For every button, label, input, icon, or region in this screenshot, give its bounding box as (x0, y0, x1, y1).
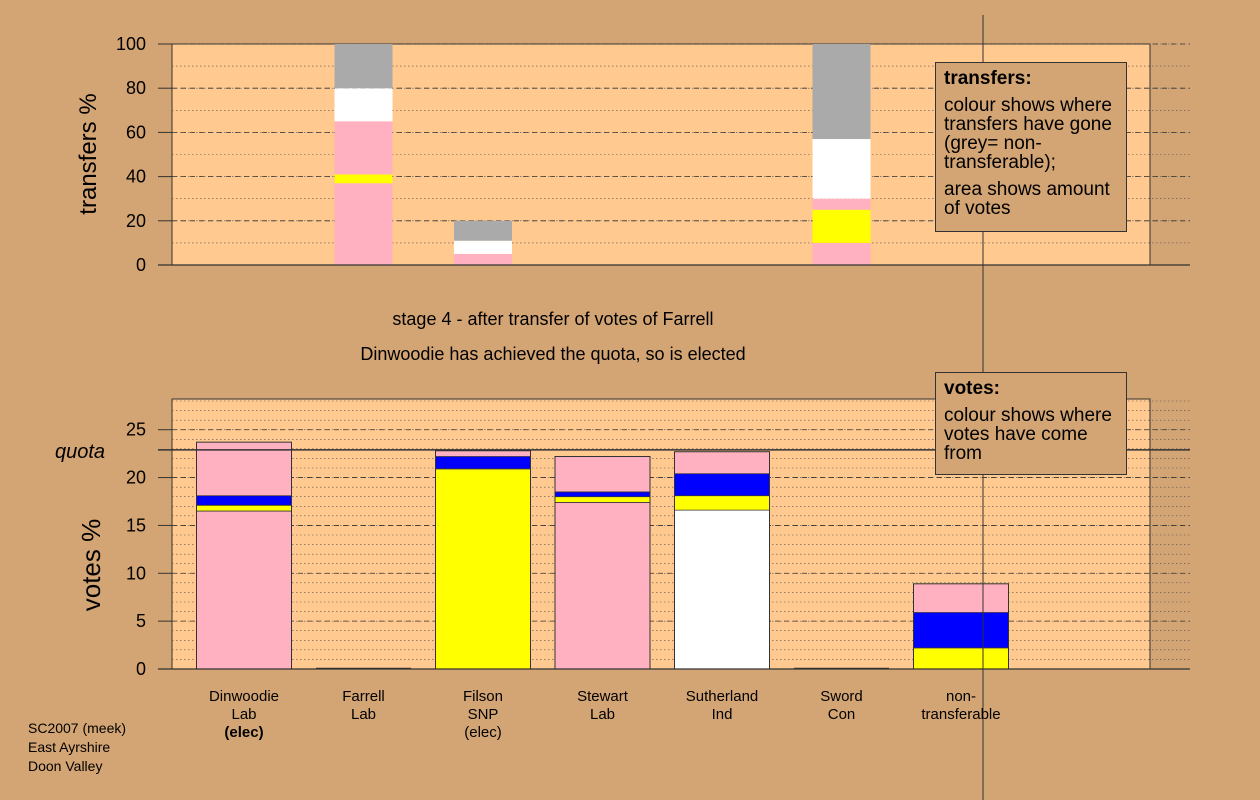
bar-segment-lab (812, 242, 871, 265)
candidate-party: Lab (350, 706, 377, 723)
transfers-legend-area: area shows amount of votes (944, 179, 1110, 219)
bar-segment-lab (196, 511, 292, 669)
candidate-label: non-transferable (886, 688, 1036, 724)
y-tick-label: 10 (126, 563, 146, 583)
bar-segment-ind (812, 139, 871, 199)
transfers-legend-colour: colour shows where transfers have gone (… (944, 95, 1112, 173)
votes-y-axis-label: votes % (76, 519, 106, 612)
candidate-label: Sutherland Ind (647, 688, 797, 724)
y-tick-label: 0 (136, 255, 146, 275)
transfers-y-axis-label: transfers % (75, 93, 102, 214)
quota-label: quota (55, 441, 105, 463)
bar-segment-con (913, 612, 1009, 648)
candidate-label: Dinwoodie Lab (elec) (169, 688, 319, 742)
candidate-label: Filson SNP (elec) (408, 688, 558, 742)
candidate-party: Lab (589, 706, 616, 723)
bar-segment-lab (334, 121, 393, 175)
y-tick-label: 0 (136, 659, 146, 679)
y-tick-label: 60 (126, 122, 146, 142)
y-tick-label: 15 (126, 515, 146, 535)
y-tick-label: 40 (126, 167, 146, 187)
stage-caption: stage 4 - after transfer of votes of Far… (392, 309, 714, 329)
bar-segment-snp (913, 647, 1009, 669)
votes-legend-title: votes: (944, 378, 1000, 399)
elected-caption: Dinwoodie has achieved the quota, so is … (360, 344, 746, 364)
bar-segment-nontransferable (812, 44, 871, 140)
bar-segment-snp (674, 495, 770, 511)
bar-segment-con (196, 495, 292, 506)
candidate-name: Stewart (577, 688, 628, 705)
candidate-name: Sword (820, 688, 863, 705)
transfers-legend-title: transfers: (944, 68, 1032, 89)
bar-segment-nontransferable (454, 220, 512, 241)
footer-council: East Ayrshire (28, 739, 111, 755)
bar-segment-lab (555, 502, 650, 669)
candidate-party: SNP (467, 706, 499, 723)
y-tick-label: 5 (136, 611, 146, 631)
bar-segment-snp (555, 496, 650, 503)
bar-segment-lab (812, 198, 871, 210)
candidate-status: (elec) (464, 724, 502, 741)
bar-segment-ind (674, 510, 770, 669)
candidate-party: Lab (231, 706, 257, 723)
bar-segment-lab (454, 253, 512, 265)
candidate-party: Ind (711, 706, 733, 723)
y-tick-label: 25 (126, 420, 146, 440)
y-tick-label: 80 (126, 78, 146, 98)
candidate-name: transferable (921, 706, 1001, 723)
y-tick-label: 20 (126, 211, 146, 231)
y-tick-label: 100 (116, 34, 146, 54)
bar-segment-snp (334, 174, 393, 184)
candidate-name: Sutherland (685, 688, 759, 705)
votes-legend-colour: colour shows where votes have come from (944, 405, 1112, 464)
bar-segment-lab (674, 451, 770, 474)
bar-segment-lab (913, 583, 1009, 613)
bar-segment-snp (196, 505, 292, 512)
bar-segment-lab (555, 456, 650, 492)
candidate-name: Farrell (342, 688, 385, 705)
bar-segment-nontransferable (334, 44, 393, 89)
footer-election: SC2007 (meek) (28, 720, 127, 736)
transfers-legend: transfers: colour shows where transfers … (935, 62, 1127, 232)
candidate-name: non- (945, 688, 977, 705)
candidate-label: Farrell Lab (289, 688, 439, 724)
bar-segment-lab (435, 450, 531, 457)
bar-segment-con (435, 456, 531, 469)
candidate-label: Stewart Lab (528, 688, 678, 724)
bar-segment-con (555, 491, 650, 497)
bar-segment-ind (454, 240, 512, 254)
bar-segment-lab (196, 442, 292, 496)
candidate-name: Filson (462, 688, 503, 705)
bar-segment-snp (435, 468, 531, 669)
bar-segment-snp (812, 209, 871, 243)
bar-segment-lab (334, 183, 393, 265)
candidate-name: Dinwoodie (208, 688, 280, 705)
footer-ward: Doon Valley (28, 758, 103, 774)
bar-segment-con (674, 473, 770, 496)
candidate-status: (elec) (224, 724, 264, 741)
footer: SC2007 (meek) East Ayrshire Doon Valley (28, 719, 126, 776)
bar-segment-ind (334, 88, 393, 122)
candidate-label: Sword Con (767, 688, 917, 724)
candidate-party: Con (827, 706, 856, 723)
votes-legend: votes: colour shows where votes have com… (935, 372, 1127, 475)
y-tick-label: 20 (126, 468, 146, 488)
